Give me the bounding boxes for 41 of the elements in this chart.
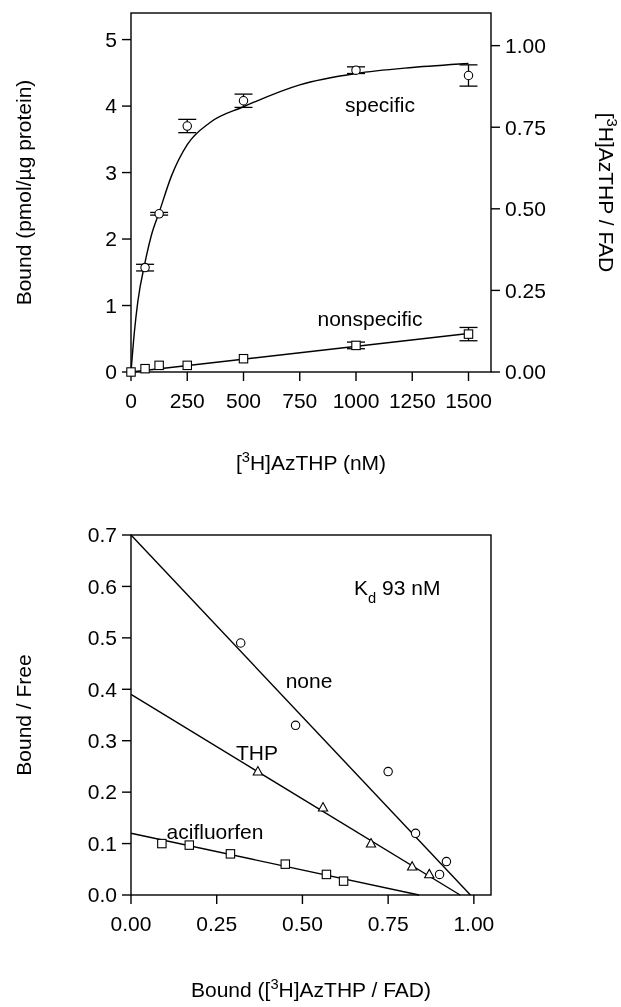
x-tick-label: 500	[225, 389, 262, 412]
x-tick-label: 250	[169, 389, 205, 412]
x-tick-label: 0.50	[281, 912, 323, 935]
y-tick-label: 0.6	[87, 574, 117, 598]
x-tick-label: 1500	[445, 389, 492, 412]
y2-tick-label: 1.00	[505, 33, 546, 57]
y-tick-label: 2	[105, 227, 117, 251]
y-axis-title: Bound / Free	[12, 654, 35, 776]
y-tick-label: 0.3	[87, 729, 117, 753]
annotation: nonspecific	[317, 307, 423, 330]
y-tick-label: 4	[105, 94, 118, 118]
annotation: THP	[236, 741, 278, 764]
x-tick-label: 1000	[332, 389, 380, 412]
y-tick-label: 0.4	[87, 677, 118, 701]
y-axis-title: Bound (pmol/µg protein)	[12, 79, 35, 306]
annotation: none	[285, 669, 333, 692]
y-tick-label: 0.2	[87, 780, 117, 804]
y2-tick-label: 0.25	[505, 278, 546, 302]
x-tick-label: 0.75	[367, 912, 409, 935]
annotation: specific	[344, 93, 416, 116]
x-tick-label: 0	[125, 389, 137, 412]
y2-tick-label: 0.75	[505, 115, 546, 139]
x-tick-label: 1.00	[453, 912, 495, 935]
y-tick-label: 0.5	[87, 626, 117, 650]
y-tick-label: 0	[105, 360, 117, 384]
annotation: K$_{d}$ 93 nM	[354, 576, 441, 606]
x-tick-label: 1250	[388, 389, 436, 412]
x-axis-title: [$^{3}$H]AzTHP (nM)	[235, 449, 387, 474]
y-tick-label: 0.7	[87, 523, 117, 547]
x-tick-label: 0.00	[110, 912, 152, 935]
x-tick-label: 0.25	[196, 912, 238, 935]
annotation: acifluorfen	[166, 820, 264, 843]
y-tick-label: 3	[105, 160, 117, 184]
y-tick-label: 0.0	[87, 883, 117, 907]
x-tick-label: 750	[282, 389, 318, 412]
y-tick-label: 1	[105, 293, 117, 317]
x-axis-title: Bound ([$^{3}$H]AzTHP / FAD)	[190, 976, 432, 1001]
y2-tick-label: 0.50	[505, 197, 546, 221]
y2-tick-label: 0.00	[505, 360, 546, 384]
y-tick-label: 5	[105, 27, 117, 51]
y-tick-label: 0.1	[87, 831, 117, 855]
